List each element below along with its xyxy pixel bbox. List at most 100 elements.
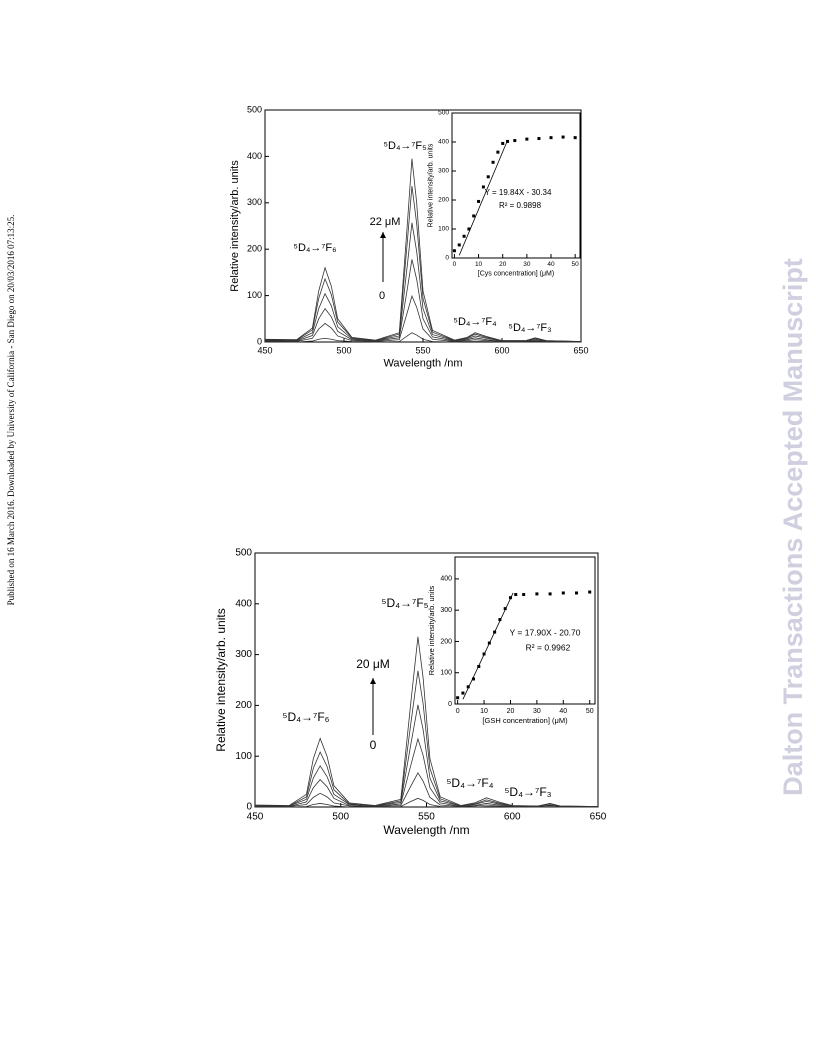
spectrum-line	[254, 670, 599, 807]
data-point	[452, 249, 456, 253]
data-point	[481, 185, 485, 189]
annotation: ⁵D₄→⁷F₄	[453, 316, 497, 328]
annotation: ⁵D₄→⁷F₃	[504, 785, 551, 799]
annotation: 0	[370, 738, 377, 752]
data-point	[471, 677, 475, 681]
data-point	[503, 607, 507, 611]
y-tick-label: 500	[235, 548, 252, 559]
annotation: ⁵D₄→⁷F₆	[293, 242, 336, 254]
annotation: ⁵D₄→⁷F₄	[446, 776, 493, 790]
data-point	[525, 137, 529, 141]
data-point	[573, 136, 577, 140]
y-axis-title: Relative intensity/arb. units	[427, 585, 436, 675]
annotation: R² = 0.9962	[526, 642, 571, 652]
fit-line	[462, 592, 514, 700]
y-tick-label: 400	[247, 151, 262, 161]
y-tick-label: 200	[440, 638, 452, 645]
y-tick-label: 300	[247, 197, 262, 207]
x-tick-label: 40	[559, 708, 567, 715]
fit-line	[458, 140, 508, 256]
y-tick-label: 400	[438, 139, 449, 146]
arrow-head	[380, 232, 386, 238]
inset-frame	[451, 112, 581, 259]
y-tick-label: 300	[235, 649, 252, 660]
data-point	[548, 592, 552, 596]
x-tick-label: 30	[523, 261, 531, 268]
annotation: Y = 17.90X - 20.70	[510, 627, 581, 637]
y-tick-label: 400	[440, 576, 452, 583]
x-tick-label: 450	[257, 345, 272, 355]
x-tick-label: 50	[572, 261, 580, 268]
y-tick-label: 100	[247, 290, 262, 300]
data-point	[498, 618, 502, 622]
data-point	[522, 593, 526, 597]
y-tick-label: 300	[440, 607, 452, 614]
data-point	[501, 141, 505, 145]
side-note: Published on 16 March 2016. Downloaded b…	[6, 215, 16, 606]
data-point	[561, 135, 565, 139]
x-axis-title: Wavelength /nm	[383, 823, 469, 837]
x-tick-label: 650	[590, 812, 607, 823]
inset-frame	[454, 556, 596, 705]
spectrum-line	[264, 259, 582, 343]
x-tick-label: 600	[504, 812, 521, 823]
arrow-head	[370, 678, 376, 684]
annotation: ⁵D₄→⁷F₅	[381, 596, 428, 610]
x-axis-title: [GSH concentration] (μM)	[482, 716, 568, 725]
annotation: Y = 19.84X - 30.34	[485, 188, 552, 197]
data-point	[561, 591, 565, 595]
x-tick-label: 40	[547, 261, 555, 268]
y-tick-label: 100	[438, 226, 449, 233]
y-axis-title: Relative intensity/arb. units	[229, 160, 241, 292]
x-tick-label: 0	[456, 708, 460, 715]
data-point	[467, 227, 471, 231]
x-tick-label: 500	[332, 812, 349, 823]
y-tick-label: 300	[438, 168, 449, 175]
data-point	[472, 214, 476, 218]
y-axis-title: Relative intensity/arb. units	[427, 143, 434, 227]
y-tick-label: 0	[257, 336, 262, 346]
x-tick-label: 450	[247, 812, 264, 823]
y-tick-label: 0	[448, 701, 452, 708]
spectrum-line	[254, 737, 599, 808]
data-point	[491, 160, 495, 164]
data-point	[457, 243, 461, 247]
spectrum-line	[254, 636, 599, 807]
data-point	[588, 590, 592, 594]
data-point	[496, 150, 500, 154]
spectrum-line	[265, 332, 581, 343]
x-tick-label: 650	[573, 345, 588, 355]
data-point	[575, 591, 579, 595]
watermark: Dalton Transactions Accepted Manuscript	[778, 258, 808, 796]
y-tick-label: 200	[438, 197, 449, 204]
annotation: ⁵D₄→⁷F₅	[383, 140, 426, 152]
data-point	[462, 234, 466, 238]
x-tick-label: 20	[507, 708, 515, 715]
data-point	[513, 139, 517, 143]
data-point	[514, 593, 518, 597]
x-tick-label: 20	[499, 261, 507, 268]
x-axis-title: Wavelength /nm	[383, 358, 462, 370]
x-axis-title: [Cys concentration] (μM)	[478, 270, 554, 277]
x-tick-label: 600	[494, 345, 509, 355]
data-point	[537, 137, 541, 141]
data-point	[535, 592, 539, 596]
x-tick-label: 550	[415, 345, 430, 355]
data-point	[456, 696, 460, 700]
y-tick-label: 0	[445, 255, 449, 262]
x-tick-label: 500	[336, 345, 351, 355]
spectrum-line	[255, 797, 598, 808]
data-point	[466, 685, 470, 689]
annotation: 20 μM	[356, 657, 390, 671]
x-tick-label: 550	[418, 812, 435, 823]
x-tick-label: 50	[586, 708, 594, 715]
annotation: ⁵D₄→⁷F₃	[508, 322, 551, 334]
data-point	[506, 139, 510, 143]
data-point	[549, 136, 553, 140]
x-tick-label: 0	[453, 261, 457, 268]
annotation: 0	[379, 290, 385, 302]
y-tick-label: 100	[235, 751, 252, 762]
y-axis-title: Relative intensity/arb. units	[214, 608, 228, 751]
y-tick-label: 500	[438, 110, 449, 117]
